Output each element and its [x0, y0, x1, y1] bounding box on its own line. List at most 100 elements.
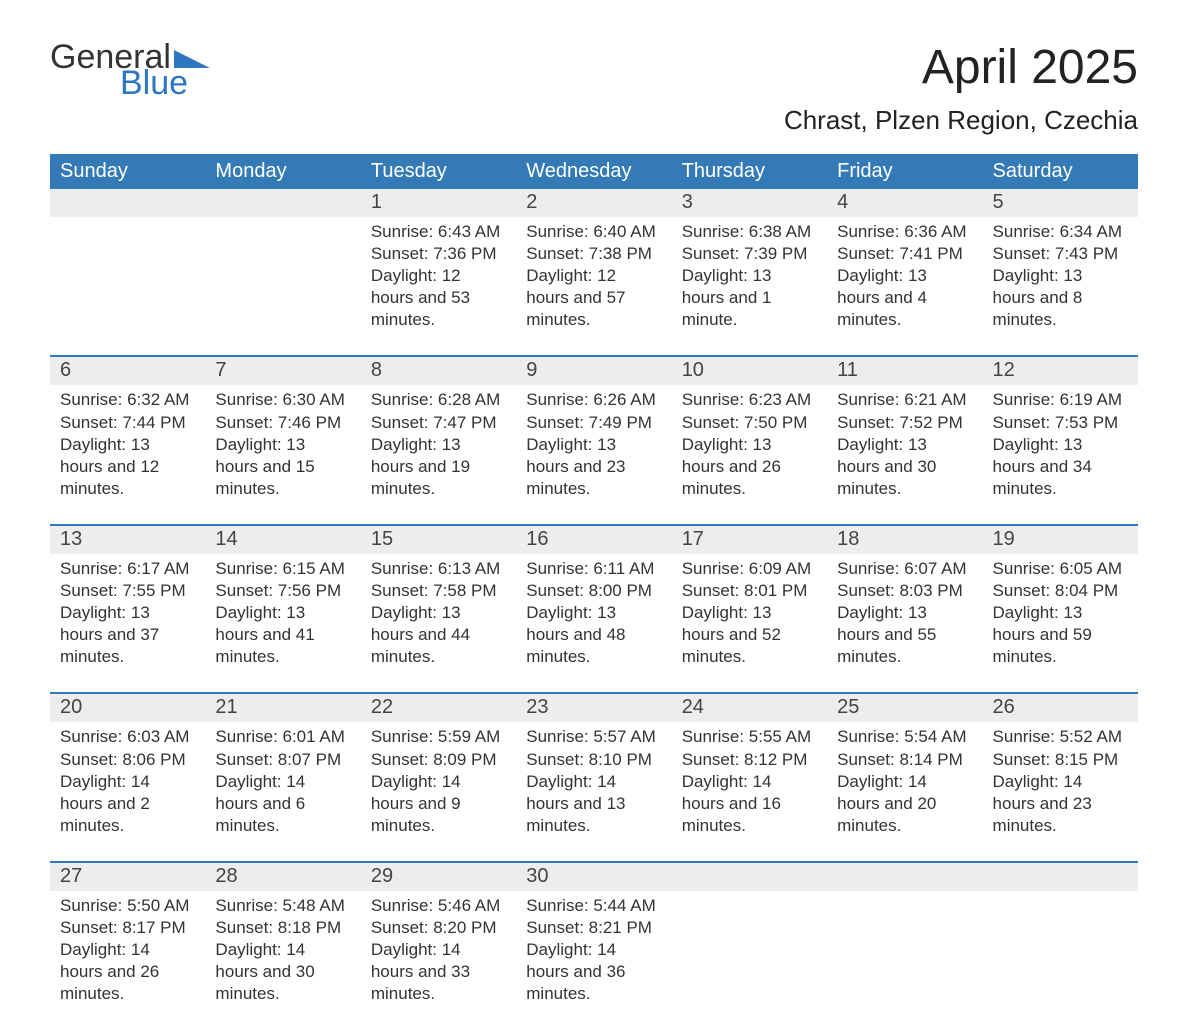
day-number — [672, 863, 827, 891]
day-number: 30 — [516, 863, 671, 891]
sunset: Sunset: 7:36 PM — [371, 243, 506, 265]
daylight: Daylight: 14 hours and 26 minutes. — [60, 939, 195, 1005]
sunset: Sunset: 8:15 PM — [993, 749, 1128, 771]
sunset: Sunset: 8:01 PM — [682, 580, 817, 602]
day-cell: 10Sunrise: 6:23 AMSunset: 7:50 PMDayligh… — [672, 356, 827, 524]
day-cell: 5Sunrise: 6:34 AMSunset: 7:43 PMDaylight… — [983, 189, 1138, 356]
daylight: Daylight: 14 hours and 2 minutes. — [60, 771, 195, 837]
dayname-tuesday: Tuesday — [361, 154, 516, 189]
sunset: Sunset: 7:44 PM — [60, 412, 195, 434]
sunrise: Sunrise: 5:44 AM — [526, 895, 661, 917]
day-number: 27 — [50, 863, 205, 891]
day-number: 17 — [672, 526, 827, 554]
day-cell: 24Sunrise: 5:55 AMSunset: 8:12 PMDayligh… — [672, 693, 827, 861]
day-cell: 25Sunrise: 5:54 AMSunset: 8:14 PMDayligh… — [827, 693, 982, 861]
sunrise: Sunrise: 6:36 AM — [837, 221, 972, 243]
day-data: Sunrise: 5:52 AMSunset: 8:15 PMDaylight:… — [983, 722, 1138, 860]
daylight: Daylight: 14 hours and 13 minutes. — [526, 771, 661, 837]
day-number: 14 — [205, 526, 360, 554]
daylight: Daylight: 13 hours and 55 minutes. — [837, 602, 972, 668]
daylight: Daylight: 13 hours and 52 minutes. — [682, 602, 817, 668]
sunset: Sunset: 7:55 PM — [60, 580, 195, 602]
sunset: Sunset: 7:47 PM — [371, 412, 506, 434]
day-cell: 4Sunrise: 6:36 AMSunset: 7:41 PMDaylight… — [827, 189, 982, 356]
day-data: Sunrise: 5:55 AMSunset: 8:12 PMDaylight:… — [672, 722, 827, 860]
daylight: Daylight: 13 hours and 34 minutes. — [993, 434, 1128, 500]
day-number: 1 — [361, 189, 516, 217]
daylight: Daylight: 13 hours and 30 minutes. — [837, 434, 972, 500]
day-cell: 11Sunrise: 6:21 AMSunset: 7:52 PMDayligh… — [827, 356, 982, 524]
day-number: 26 — [983, 694, 1138, 722]
location: Chrast, Plzen Region, Czechia — [784, 105, 1138, 136]
daylight: Daylight: 13 hours and 23 minutes. — [526, 434, 661, 500]
day-number: 29 — [361, 863, 516, 891]
day-data: Sunrise: 6:23 AMSunset: 7:50 PMDaylight:… — [672, 385, 827, 523]
sunset: Sunset: 8:17 PM — [60, 917, 195, 939]
day-data: Sunrise: 5:50 AMSunset: 8:17 PMDaylight:… — [50, 891, 205, 1029]
sunrise: Sunrise: 6:21 AM — [837, 389, 972, 411]
day-number: 22 — [361, 694, 516, 722]
sunset: Sunset: 8:06 PM — [60, 749, 195, 771]
daylight: Daylight: 13 hours and 8 minutes. — [993, 265, 1128, 331]
sunset: Sunset: 8:03 PM — [837, 580, 972, 602]
sunset: Sunset: 7:46 PM — [215, 412, 350, 434]
daylight: Daylight: 13 hours and 48 minutes. — [526, 602, 661, 668]
sunrise: Sunrise: 5:55 AM — [682, 726, 817, 748]
day-data: Sunrise: 6:40 AMSunset: 7:38 PMDaylight:… — [516, 217, 671, 355]
daylight: Daylight: 13 hours and 37 minutes. — [60, 602, 195, 668]
daylight: Daylight: 14 hours and 9 minutes. — [371, 771, 506, 837]
sunrise: Sunrise: 5:54 AM — [837, 726, 972, 748]
sunset: Sunset: 8:18 PM — [215, 917, 350, 939]
day-data: Sunrise: 6:21 AMSunset: 7:52 PMDaylight:… — [827, 385, 982, 523]
day-cell: 3Sunrise: 6:38 AMSunset: 7:39 PMDaylight… — [672, 189, 827, 356]
day-number: 15 — [361, 526, 516, 554]
sunrise: Sunrise: 6:11 AM — [526, 558, 661, 580]
sunrise: Sunrise: 6:17 AM — [60, 558, 195, 580]
day-number: 2 — [516, 189, 671, 217]
daylight: Daylight: 14 hours and 33 minutes. — [371, 939, 506, 1005]
day-number: 16 — [516, 526, 671, 554]
day-data: Sunrise: 6:13 AMSunset: 7:58 PMDaylight:… — [361, 554, 516, 692]
daynum-row: 6Sunrise: 6:32 AMSunset: 7:44 PMDaylight… — [50, 356, 1138, 524]
day-number: 10 — [672, 357, 827, 385]
sunset: Sunset: 8:20 PM — [371, 917, 506, 939]
day-data: Sunrise: 6:34 AMSunset: 7:43 PMDaylight:… — [983, 217, 1138, 355]
header: General Blue April 2025 Chrast, Plzen Re… — [50, 40, 1138, 136]
day-cell — [827, 862, 982, 1029]
sunset: Sunset: 8:00 PM — [526, 580, 661, 602]
daylight: Daylight: 13 hours and 44 minutes. — [371, 602, 506, 668]
day-number: 28 — [205, 863, 360, 891]
dayname-wednesday: Wednesday — [516, 154, 671, 189]
day-data: Sunrise: 6:09 AMSunset: 8:01 PMDaylight:… — [672, 554, 827, 692]
daylight: Daylight: 14 hours and 30 minutes. — [215, 939, 350, 1005]
day-cell: 30Sunrise: 5:44 AMSunset: 8:21 PMDayligh… — [516, 862, 671, 1029]
day-cell: 17Sunrise: 6:09 AMSunset: 8:01 PMDayligh… — [672, 525, 827, 693]
sunrise: Sunrise: 6:19 AM — [993, 389, 1128, 411]
day-number: 21 — [205, 694, 360, 722]
sunset: Sunset: 7:49 PM — [526, 412, 661, 434]
sunset: Sunset: 7:58 PM — [371, 580, 506, 602]
day-data: Sunrise: 6:43 AMSunset: 7:36 PMDaylight:… — [361, 217, 516, 355]
sunset: Sunset: 8:07 PM — [215, 749, 350, 771]
sunrise: Sunrise: 6:43 AM — [371, 221, 506, 243]
day-cell: 6Sunrise: 6:32 AMSunset: 7:44 PMDaylight… — [50, 356, 205, 524]
sunrise: Sunrise: 6:05 AM — [993, 558, 1128, 580]
day-number: 12 — [983, 357, 1138, 385]
calendar-table: Sunday Monday Tuesday Wednesday Thursday… — [50, 154, 1138, 1029]
day-number: 3 — [672, 189, 827, 217]
day-number: 25 — [827, 694, 982, 722]
daylight: Daylight: 14 hours and 6 minutes. — [215, 771, 350, 837]
day-data — [672, 891, 827, 991]
daynum-row: 20Sunrise: 6:03 AMSunset: 8:06 PMDayligh… — [50, 693, 1138, 861]
sunset: Sunset: 8:09 PM — [371, 749, 506, 771]
sunset: Sunset: 7:39 PM — [682, 243, 817, 265]
day-number — [50, 189, 205, 217]
sunset: Sunset: 8:04 PM — [993, 580, 1128, 602]
day-data: Sunrise: 5:46 AMSunset: 8:20 PMDaylight:… — [361, 891, 516, 1029]
daylight: Daylight: 13 hours and 12 minutes. — [60, 434, 195, 500]
day-data: Sunrise: 6:38 AMSunset: 7:39 PMDaylight:… — [672, 217, 827, 355]
daylight: Daylight: 13 hours and 15 minutes. — [215, 434, 350, 500]
day-data: Sunrise: 6:17 AMSunset: 7:55 PMDaylight:… — [50, 554, 205, 692]
daylight: Daylight: 14 hours and 23 minutes. — [993, 771, 1128, 837]
day-cell: 14Sunrise: 6:15 AMSunset: 7:56 PMDayligh… — [205, 525, 360, 693]
